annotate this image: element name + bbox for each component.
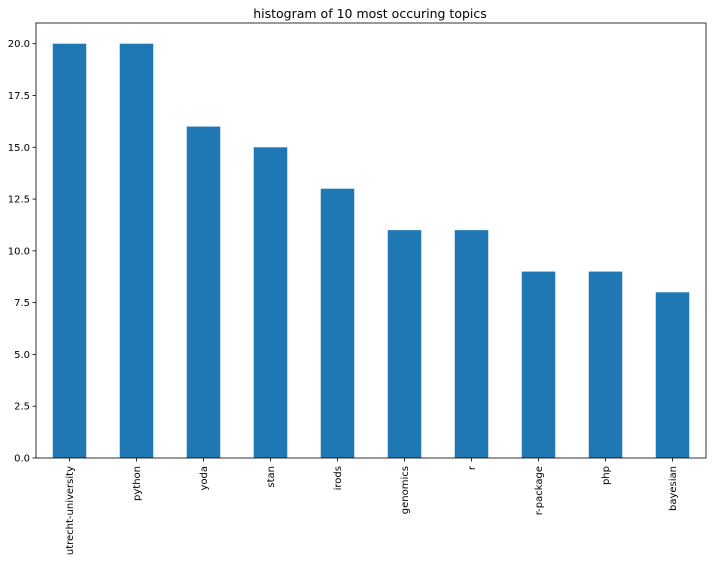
y-tick-label: 5.0 (14, 350, 30, 361)
y-tick-label: 12.5 (8, 195, 30, 206)
bar-stan (253, 147, 288, 459)
y-tick-label: 7.5 (14, 298, 30, 309)
y-axis: 0.0 2.5 5.0 7.5 10.0 12.5 15.0 17.5 20.0 (8, 39, 36, 465)
x-tick-label: bayesian (668, 466, 679, 511)
x-tick-label: yoda (199, 466, 210, 491)
y-tick-label: 0.0 (14, 454, 30, 465)
x-tick-label: irods (333, 466, 344, 490)
bar-utrecht-university (52, 43, 87, 458)
y-tick-label: 17.5 (8, 91, 30, 102)
plot-frame (35, 22, 707, 459)
bar-php (588, 271, 623, 458)
bar-yoda (186, 126, 221, 459)
y-tick-label: 2.5 (14, 402, 30, 413)
x-tick-label: utrecht-university (65, 466, 76, 555)
bar-genomics (387, 230, 422, 458)
y-tick-label: 10.0 (8, 246, 30, 257)
x-axis: utrecht-university python yoda stan irods gen… (65, 458, 679, 555)
y-tick-label: 20.0 (8, 39, 30, 50)
x-tick-label: r (467, 465, 478, 470)
x-tick-label: stan (266, 466, 277, 488)
bar-r (454, 230, 489, 458)
x-tick-label: r-package (534, 466, 545, 515)
bar-bayesian (655, 292, 690, 458)
bars-group (52, 43, 690, 459)
bar-r-package (521, 271, 556, 458)
x-tick-label: php (601, 466, 612, 485)
bar-irods (320, 188, 355, 458)
chart-title: histogram of 10 most occuring topics (253, 6, 487, 21)
bar-python (119, 43, 154, 458)
y-tick-label: 15.0 (8, 143, 30, 154)
x-tick-label: python (132, 466, 143, 501)
x-tick-label: genomics (400, 466, 411, 514)
